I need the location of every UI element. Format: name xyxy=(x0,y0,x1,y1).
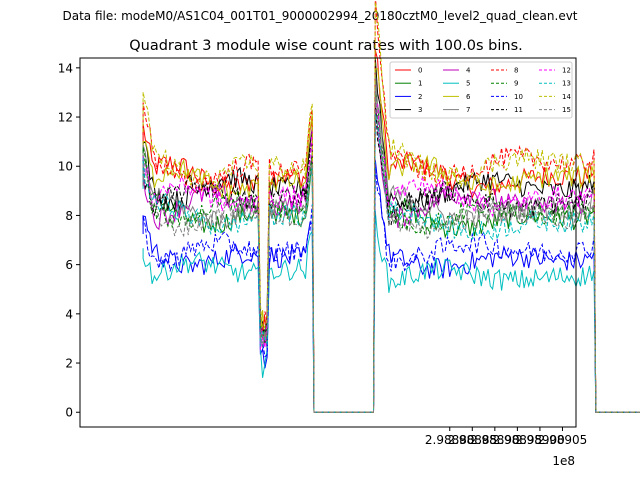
legend-label-3: 3 xyxy=(418,106,422,114)
x-tick-label: 2.98900 xyxy=(515,433,565,447)
y-tick-label: 14 xyxy=(58,61,73,75)
legend-label-2: 2 xyxy=(418,93,422,101)
legend-label-5: 5 xyxy=(466,80,470,88)
y-tick-label: 0 xyxy=(65,406,73,420)
figure-suptitle: Data file: modeM0/AS1C04_001T01_90000029… xyxy=(62,9,577,23)
legend-label-4: 4 xyxy=(466,67,471,75)
legend-label-13: 13 xyxy=(562,80,571,88)
series-lines xyxy=(142,0,640,413)
x-tick-label: 2.98880 xyxy=(425,433,475,447)
chart-title: Quadrant 3 module wise count rates with … xyxy=(129,38,523,54)
legend-label-9: 9 xyxy=(514,80,518,88)
x-tick-label: 2.98905 xyxy=(538,433,588,447)
legend-label-6: 6 xyxy=(466,93,471,101)
y-tick-label: 2 xyxy=(65,357,73,371)
series-line-0 xyxy=(142,50,640,413)
series-line-2 xyxy=(142,159,640,413)
legend-label-7: 7 xyxy=(466,106,470,114)
series-line-14 xyxy=(142,2,640,413)
y-tick-label: 4 xyxy=(65,307,73,321)
series-line-9 xyxy=(142,102,640,413)
y-tick-label: 8 xyxy=(65,209,73,223)
legend-label-1: 1 xyxy=(418,80,422,88)
x-tick-label: 2.98885 xyxy=(447,433,497,447)
legend-label-8: 8 xyxy=(514,67,518,75)
legend-label-11: 11 xyxy=(514,106,523,114)
y-tick-label: 6 xyxy=(65,258,73,272)
series-line-6 xyxy=(142,68,640,413)
legend-label-0: 0 xyxy=(418,67,422,75)
y-tick-label: 10 xyxy=(58,160,73,174)
x-offset-label: 1e8 xyxy=(552,454,575,468)
series-line-8 xyxy=(142,0,640,413)
series-line-5 xyxy=(142,211,640,413)
series-line-1 xyxy=(142,91,640,413)
y-axis: 0 2 4 6 8 10 12 14 xyxy=(58,61,80,420)
y-tick-label: 12 xyxy=(58,111,73,125)
x-axis: 2.988802.988852.988902.988952.989002.989… xyxy=(425,427,587,447)
series-line-3 xyxy=(142,57,640,413)
series-line-7 xyxy=(142,72,640,413)
legend-label-15: 15 xyxy=(562,106,571,114)
series-line-10 xyxy=(142,167,640,413)
series-line-13 xyxy=(142,113,640,413)
plot-frame xyxy=(79,57,577,428)
legend-box xyxy=(389,61,573,119)
plot-area xyxy=(80,58,576,427)
x-tick-label: 2.98895 xyxy=(493,433,543,447)
legend-label-14: 14 xyxy=(562,93,571,101)
legend-label-12: 12 xyxy=(562,67,571,75)
legend-label-10: 10 xyxy=(514,93,523,101)
x-tick-label: 2.98890 xyxy=(470,433,520,447)
